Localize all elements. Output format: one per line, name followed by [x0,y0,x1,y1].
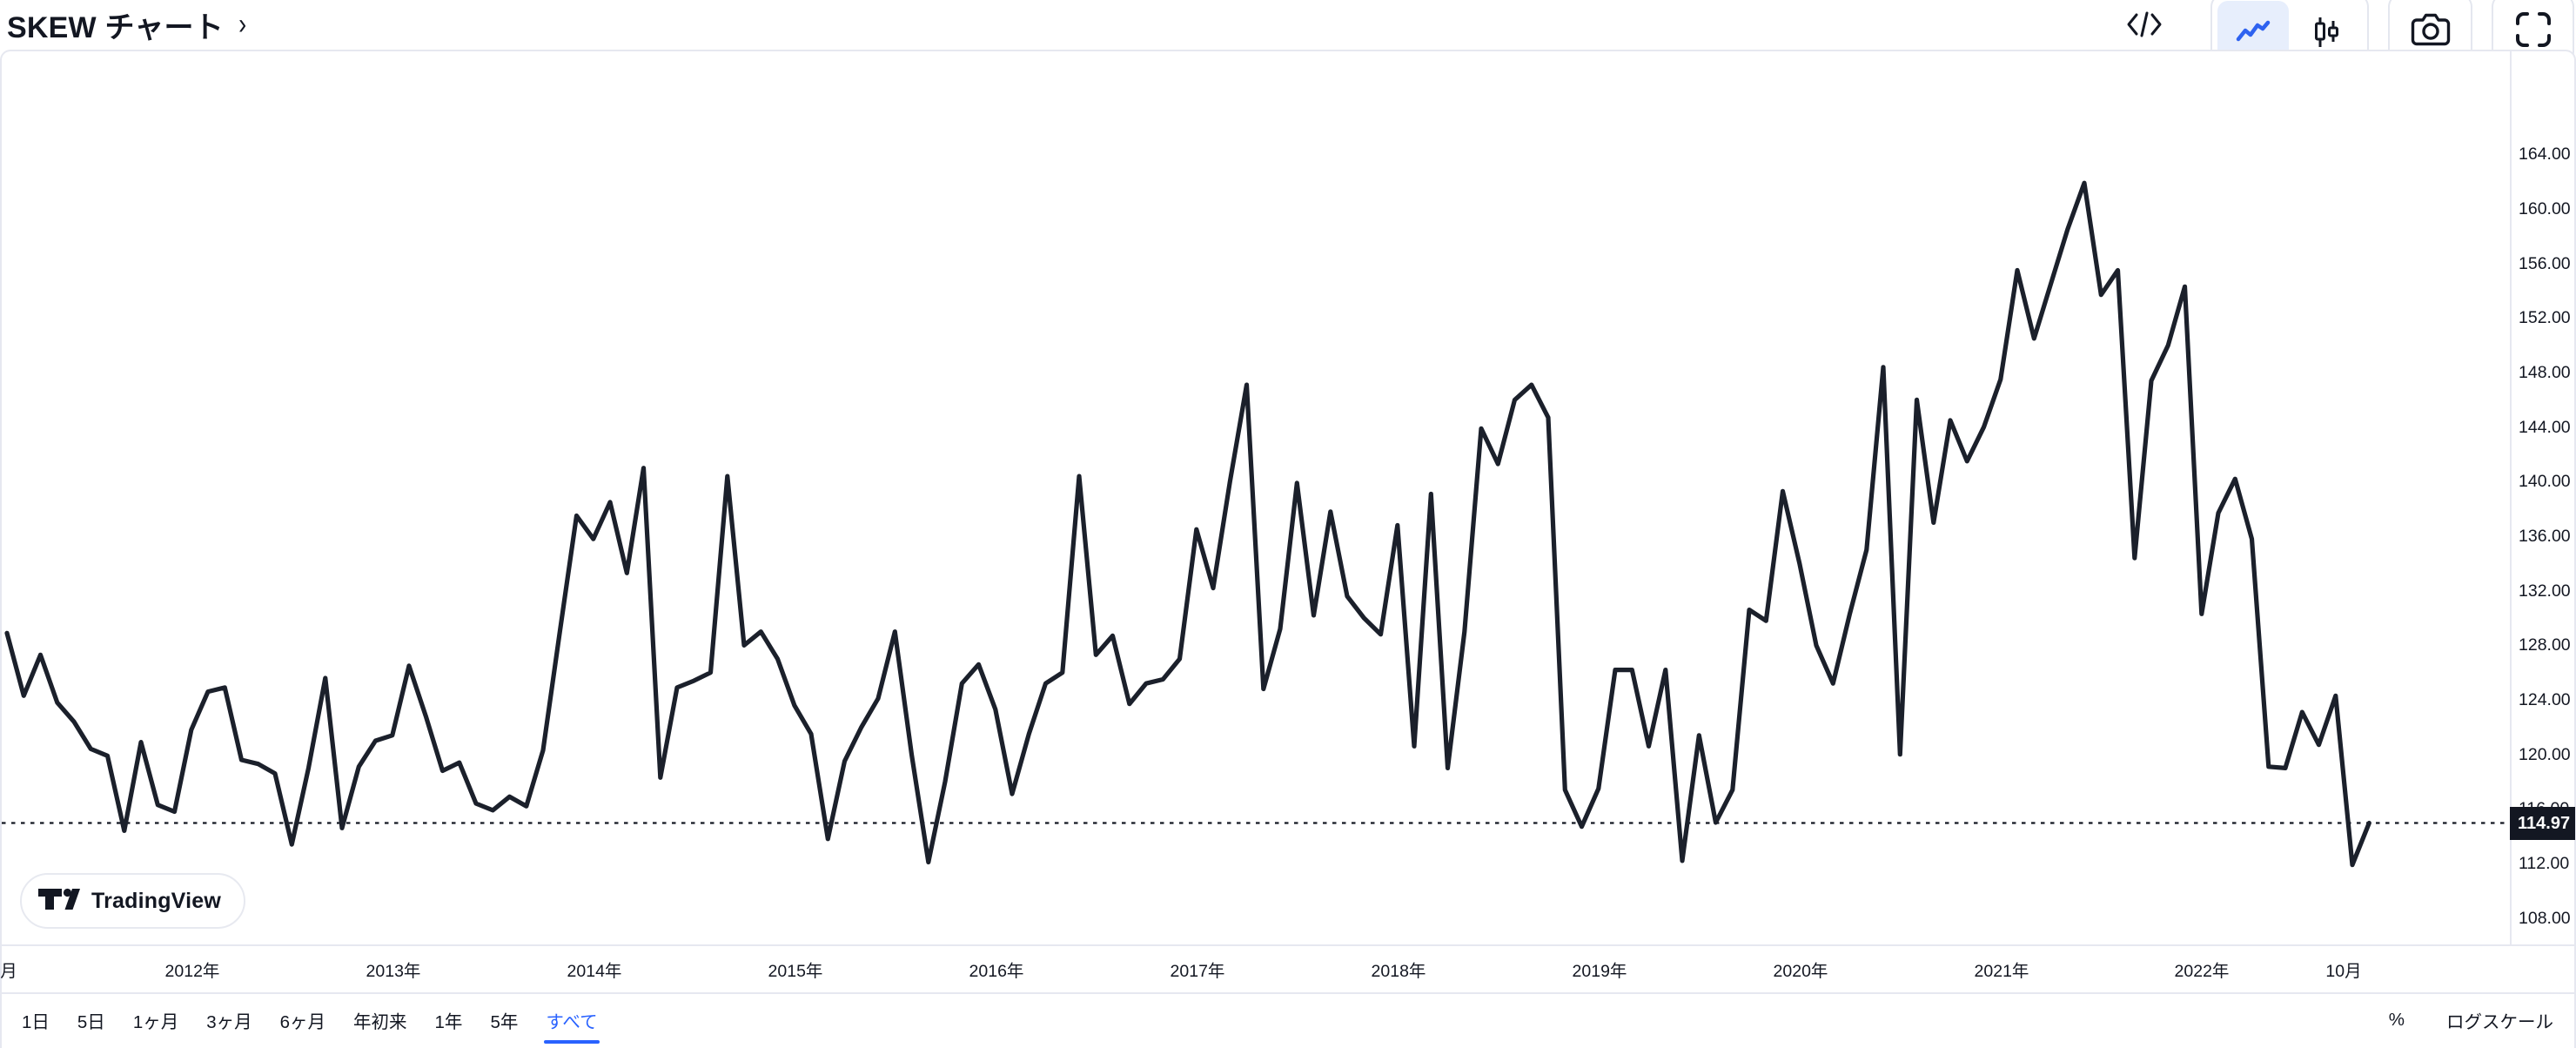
price-tick-label: 124.00 [2519,690,2571,709]
time-tick-label: 2018年 [1371,962,1426,981]
toolbar-divider [0,992,2576,994]
price-tick-label: 152.00 [2519,308,2571,327]
range-button-3ヶ月[interactable]: 3ヶ月 [206,1012,252,1032]
time-scale[interactable]: 月 2012年 2013年 2014年 2015年 2016年 2017年 2018年 2019… [0,946,2576,992]
candlestick-chart-button[interactable] [2291,1,2362,64]
time-tick-label: 2021年 [1974,962,2029,981]
chart-title-link[interactable]: SKEW チャート › [7,0,247,49]
time-axis-line [0,944,2576,946]
price-tick-label: 120.00 [2519,745,2571,764]
price-scale-separator [2510,51,2512,944]
line-chart-icon [2236,19,2271,45]
chevron-right-icon: › [238,7,247,41]
price-tick-label: 156.00 [2519,254,2571,273]
price-tick-label: 108.00 [2519,909,2571,928]
range-button-6ヶ月[interactable]: 6ヶ月 [279,1012,326,1032]
time-tick-label: 2016年 [969,962,1024,981]
tradingview-logo-text: TradingView [91,888,222,913]
scale-options: % ログスケール [2389,994,2553,1046]
embed-code-button[interactable] [2120,5,2169,44]
price-tick-label: 132.00 [2519,581,2571,601]
price-tick-label: 148.00 [2519,363,2571,382]
page-title: SKEW チャート [7,10,224,44]
candlestick-icon [2311,16,2342,49]
time-tick-label: 2020年 [1773,962,1828,981]
last-price-badge: 114.97 [2510,807,2575,840]
range-button-5日[interactable]: 5日 [77,1012,105,1032]
log-scale-toggle[interactable]: ログスケール [2446,1012,2553,1032]
percent-scale-toggle[interactable]: % [2388,1010,2405,1030]
price-tick-label: 112.00 [2519,854,2570,873]
time-tick-label: 2013年 [366,962,421,981]
camera-icon [2410,12,2452,47]
tradingview-logo-link[interactable]: TradingView [20,873,246,929]
range-button-1年[interactable]: 1年 [434,1012,463,1032]
price-tick-label: 140.00 [2519,472,2571,491]
tradingview-logo-icon [37,886,80,917]
price-tick-label: 128.00 [2519,635,2571,655]
time-tick-label: 月 [0,962,17,981]
date-range-toolbar: 1日 5日 1ヶ月 3ヶ月 6ヶ月 年初来 1年 5年 すべて [21,994,600,1046]
price-tick-label: 136.00 [2519,527,2571,546]
range-button-1ヶ月[interactable]: 1ヶ月 [132,1012,179,1032]
time-tick-label: 2022年 [2174,962,2230,981]
fullscreen-icon [2514,10,2553,49]
time-tick-label: 2014年 [567,962,622,981]
range-button-1日[interactable]: 1日 [22,1012,50,1032]
chart-plot-area[interactable] [2,51,2510,944]
price-scale[interactable]: 164.00 160.00 156.00 152.00 148.00 144.00 140.… [2512,51,2574,944]
time-tick-label: 10月 [2325,962,2362,981]
time-tick-label: 2017年 [1170,962,1225,981]
time-tick-label: 2019年 [1572,962,1627,981]
code-icon [2125,9,2163,40]
time-tick-label: 2012年 [164,962,220,981]
range-button-年初来[interactable]: 年初来 [353,1012,407,1032]
range-button-すべて[interactable]: すべて [544,1005,600,1044]
price-tick-label: 144.00 [2519,418,2571,437]
price-tick-label: 160.00 [2519,199,2571,218]
range-button-5年[interactable]: 5年 [490,1012,519,1032]
price-tick-label: 164.00 [2519,144,2571,164]
time-tick-label: 2015年 [768,962,823,981]
